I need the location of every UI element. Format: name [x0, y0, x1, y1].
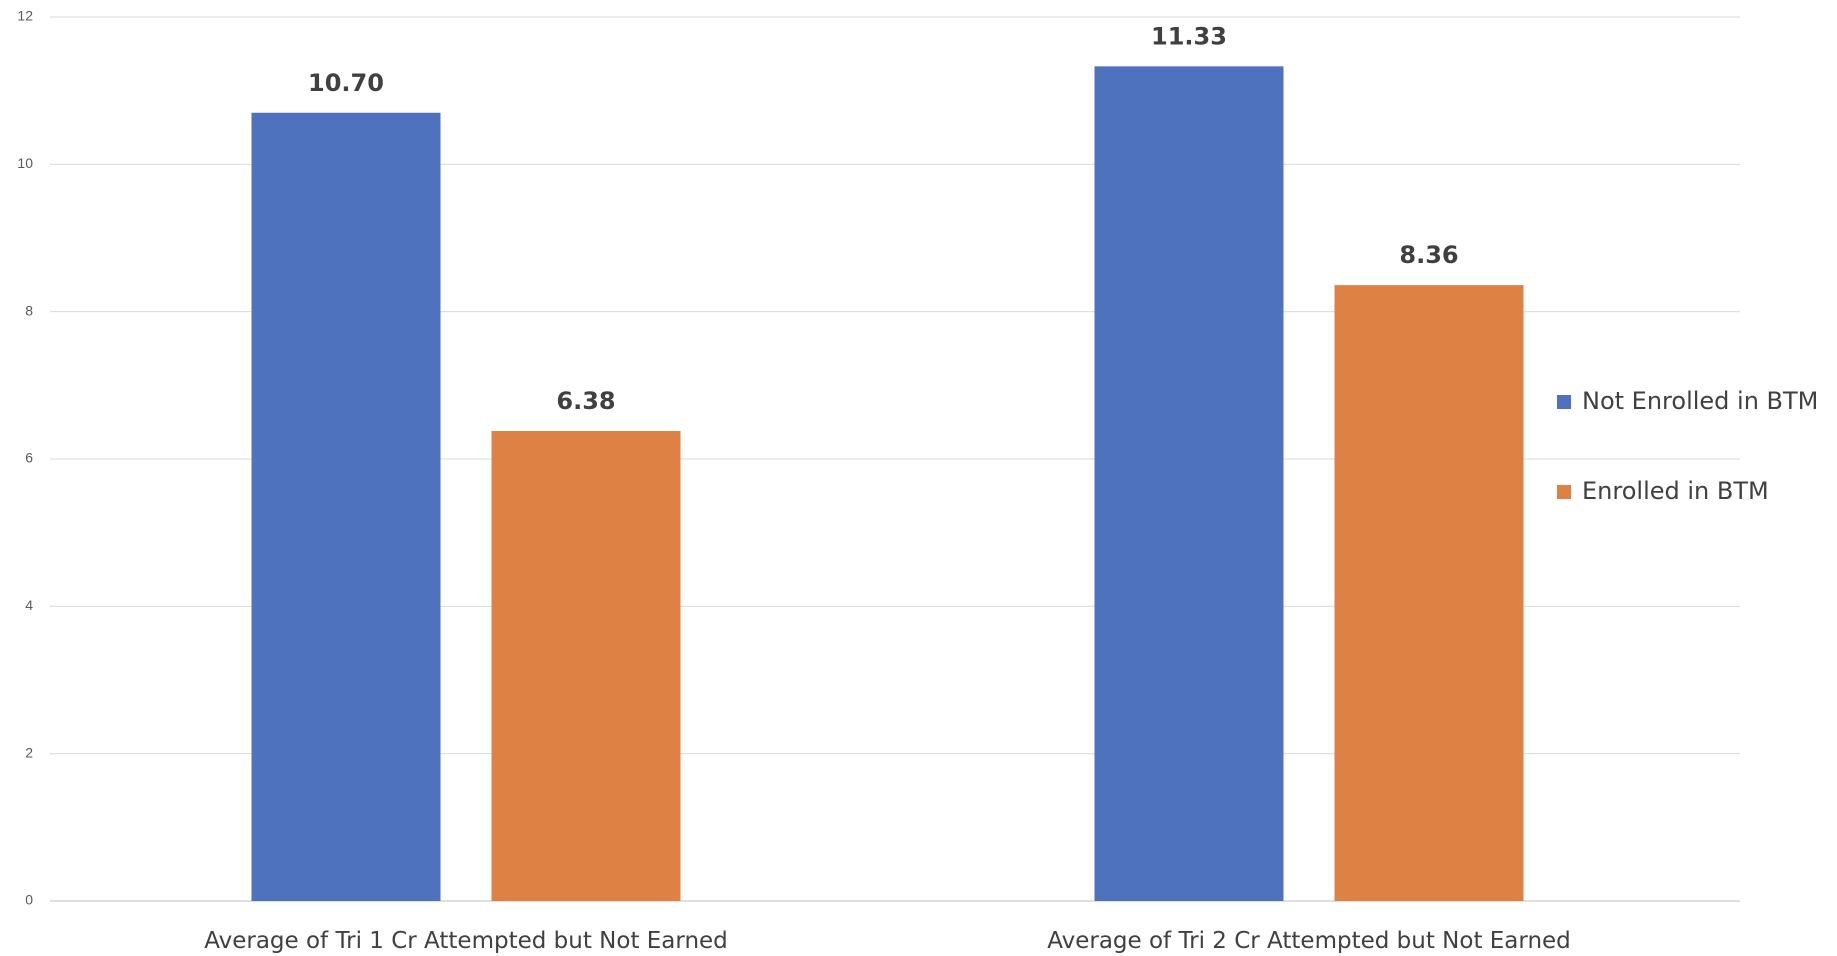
x-category-label: Average of Tri 1 Cr Attempted but Not Ea… — [204, 928, 728, 954]
y-tick-label: 8 — [25, 302, 33, 318]
legend: Not Enrolled in BTM Enrolled in BTM — [1557, 387, 1818, 505]
data-label-series1-category2: 11.33 — [1151, 22, 1227, 50]
y-tick-label: 6 — [25, 450, 33, 466]
bar-series2-category1 — [491, 431, 681, 901]
legend-swatch-series2 — [1557, 485, 1571, 499]
legend-label-series2: Enrolled in BTM — [1582, 477, 1769, 505]
y-axis-tick-labels: 0 2 4 6 8 10 12 — [17, 8, 33, 908]
y-tick-label: 2 — [25, 744, 33, 760]
x-axis-category-labels: Average of Tri 1 Cr Attempted but Not Ea… — [204, 928, 1571, 954]
bars — [251, 66, 1524, 902]
bar-series1-category1 — [251, 112, 441, 902]
bar-series2-category2 — [1334, 285, 1524, 901]
data-labels: 10.70 11.33 6.38 8.36 — [308, 22, 1459, 415]
y-tick-label: 0 — [25, 892, 33, 908]
legend-swatch-series1 — [1557, 395, 1571, 409]
y-tick-label: 4 — [25, 597, 33, 613]
legend-label-series1: Not Enrolled in BTM — [1582, 387, 1818, 415]
bar-series1-category2 — [1094, 66, 1284, 901]
data-label-series2-category2: 8.36 — [1399, 241, 1458, 269]
x-category-label: Average of Tri 2 Cr Attempted but Not Ea… — [1047, 928, 1571, 954]
y-tick-label: 10 — [17, 155, 33, 171]
data-label-series1-category1: 10.70 — [308, 69, 384, 97]
y-tick-label: 12 — [17, 8, 33, 24]
data-label-series2-category1: 6.38 — [556, 387, 615, 415]
